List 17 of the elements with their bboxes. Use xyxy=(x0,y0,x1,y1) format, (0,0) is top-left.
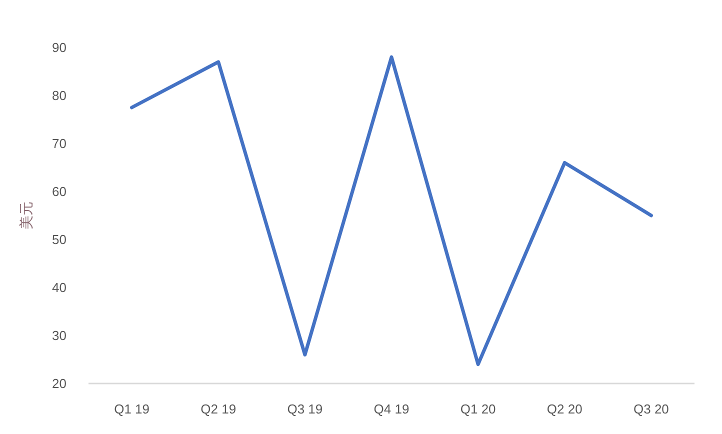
line-series xyxy=(130,55,653,366)
y-tick-label: 70 xyxy=(52,136,67,151)
y-tick-label: 50 xyxy=(52,232,67,247)
y-tick-label: 60 xyxy=(52,184,67,199)
x-tick-label: Q2 19 xyxy=(200,402,236,416)
x-tick-label: Q3 20 xyxy=(634,402,669,416)
y-tick-label: 20 xyxy=(52,376,67,391)
x-tick-label: Q3 19 xyxy=(287,402,323,416)
y-tick-label: 40 xyxy=(52,280,67,295)
y-tick-label: 80 xyxy=(52,88,67,103)
y-axis-title: 美元 xyxy=(19,202,36,230)
x-tick-label: Q1 20 xyxy=(460,402,496,416)
x-tick-label: Q4 19 xyxy=(374,402,410,416)
x-tick-label: Q1 19 xyxy=(114,402,150,416)
y-tick-label: 90 xyxy=(52,40,67,55)
y-tick-label: 30 xyxy=(52,328,67,343)
x-tick-label: Q2 20 xyxy=(546,402,582,416)
